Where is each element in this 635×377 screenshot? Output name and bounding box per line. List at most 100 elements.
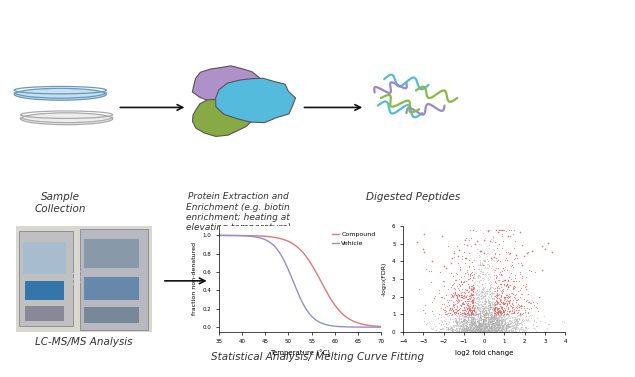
Point — [481, 250, 491, 256]
Point — [491, 324, 502, 330]
Point — [476, 326, 486, 332]
Point — [481, 307, 491, 313]
Point — [479, 317, 490, 323]
Point — [505, 303, 516, 309]
Point — [514, 311, 525, 317]
Point — [439, 305, 450, 311]
Point — [461, 325, 471, 331]
Point — [485, 316, 495, 322]
Point — [466, 325, 476, 331]
Point — [498, 310, 508, 316]
Text: Digested Peptides: Digested Peptides — [366, 192, 460, 202]
Point — [470, 328, 480, 334]
Point — [486, 326, 497, 332]
Point — [491, 317, 502, 323]
Point — [476, 315, 486, 321]
Point — [467, 321, 477, 327]
Point — [474, 273, 484, 279]
Point — [462, 312, 472, 318]
Point — [488, 323, 498, 329]
Point — [474, 323, 485, 329]
Point — [483, 299, 493, 305]
Point — [507, 325, 518, 331]
Point — [478, 322, 488, 328]
Point — [512, 313, 522, 319]
Point — [493, 309, 503, 315]
Point — [443, 299, 453, 305]
Point — [498, 323, 509, 329]
Point — [478, 320, 488, 326]
Point — [460, 298, 471, 304]
Point — [441, 320, 451, 326]
Point — [455, 325, 465, 331]
Point — [476, 323, 486, 329]
Point — [471, 303, 481, 309]
Point — [485, 303, 495, 309]
Point — [459, 249, 469, 255]
Point — [486, 280, 496, 287]
Point — [472, 274, 483, 280]
Point — [455, 311, 465, 317]
Point — [491, 280, 501, 286]
Point — [472, 326, 482, 332]
Point — [479, 293, 490, 299]
Point — [486, 236, 496, 242]
Point — [469, 280, 479, 286]
Point — [490, 315, 500, 321]
Point — [468, 315, 478, 321]
Point — [465, 328, 475, 334]
Point — [475, 317, 485, 323]
Point — [463, 310, 473, 316]
Point — [487, 284, 497, 290]
Point — [493, 322, 503, 328]
Point — [464, 321, 474, 327]
Point — [504, 304, 514, 310]
Point — [479, 265, 489, 271]
Point — [516, 312, 526, 318]
Point — [464, 236, 474, 242]
Point — [490, 305, 500, 311]
Point — [526, 268, 536, 274]
Point — [467, 323, 478, 329]
Point — [478, 271, 488, 277]
Point — [481, 310, 491, 316]
Point — [464, 324, 474, 330]
Point — [493, 295, 504, 301]
Point — [469, 282, 479, 288]
Point — [451, 296, 462, 302]
Point — [488, 322, 498, 328]
Point — [507, 307, 517, 313]
Point — [473, 291, 483, 297]
Point — [470, 326, 480, 333]
Point — [478, 298, 488, 304]
Point — [505, 328, 516, 334]
Point — [501, 328, 511, 334]
Point — [453, 291, 463, 297]
Point — [457, 328, 467, 334]
Point — [474, 303, 485, 310]
Point — [498, 329, 508, 335]
Point — [451, 315, 461, 321]
Point — [443, 302, 453, 308]
Point — [453, 292, 464, 298]
Point — [490, 304, 500, 310]
Point — [488, 306, 498, 312]
Point — [485, 305, 495, 311]
Point — [439, 309, 450, 315]
Point — [479, 314, 489, 320]
Point — [513, 288, 523, 294]
Point — [478, 319, 488, 325]
Point — [466, 243, 476, 249]
Point — [467, 291, 478, 297]
Point — [487, 256, 497, 262]
Point — [491, 292, 502, 298]
Point — [484, 251, 494, 257]
Point — [488, 307, 498, 313]
Point — [481, 300, 491, 307]
Point — [513, 311, 523, 317]
Point — [467, 303, 478, 309]
Point — [479, 308, 489, 314]
Point — [505, 327, 516, 333]
Point — [468, 297, 478, 303]
Point — [466, 325, 476, 331]
